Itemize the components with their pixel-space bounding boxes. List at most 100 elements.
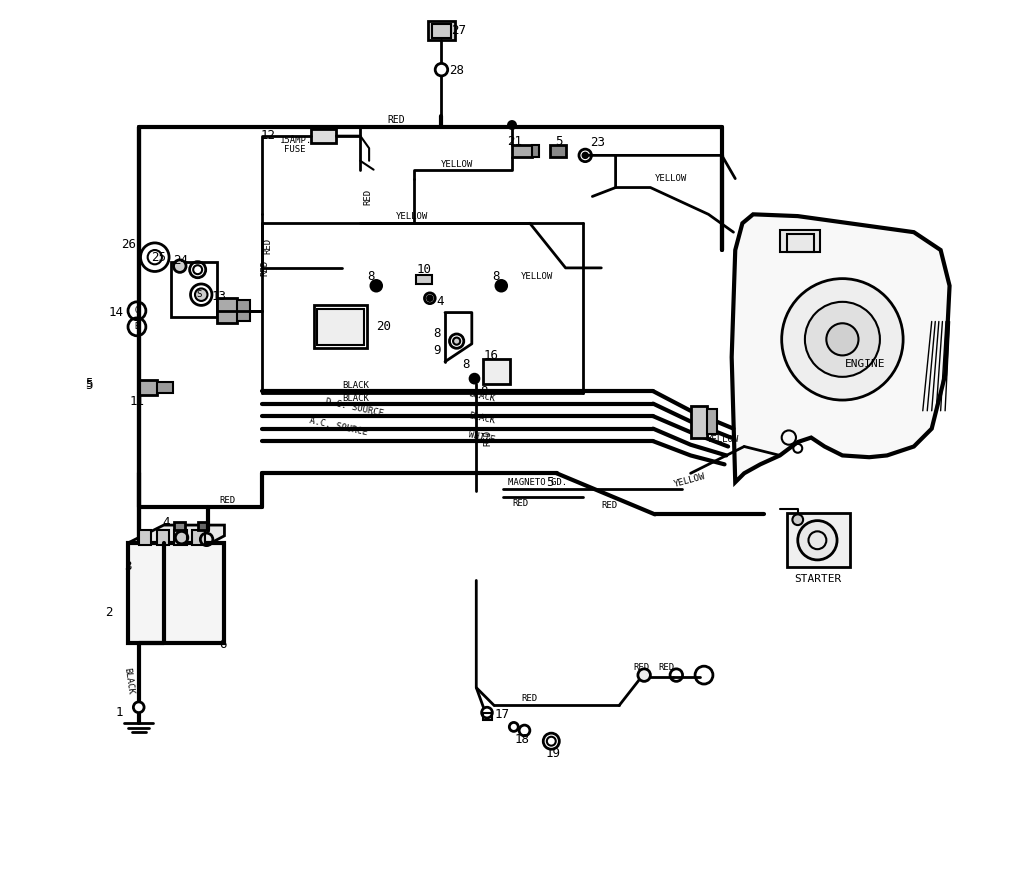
Text: 19: 19 xyxy=(546,747,561,760)
Text: 28: 28 xyxy=(450,64,465,77)
Text: RED: RED xyxy=(521,694,537,703)
Bar xyxy=(157,530,169,545)
Text: 13: 13 xyxy=(212,290,227,303)
Text: 18: 18 xyxy=(515,733,529,746)
Text: 25: 25 xyxy=(152,251,166,263)
Text: YELLOW: YELLOW xyxy=(521,272,553,281)
Text: YELLOW: YELLOW xyxy=(707,435,739,444)
Circle shape xyxy=(470,374,479,383)
Circle shape xyxy=(638,669,650,681)
Text: 5: 5 xyxy=(85,378,92,390)
Text: 17: 17 xyxy=(495,708,509,721)
Text: D.C. SOURCE: D.C. SOURCE xyxy=(325,397,384,419)
Text: YELLOW: YELLOW xyxy=(655,174,687,183)
Bar xyxy=(512,145,531,157)
Text: RED: RED xyxy=(387,114,404,125)
Circle shape xyxy=(371,280,382,291)
Bar xyxy=(217,298,237,323)
Bar xyxy=(157,382,173,393)
Text: 6: 6 xyxy=(219,638,226,651)
Text: 8: 8 xyxy=(433,328,441,340)
Text: 9: 9 xyxy=(433,344,441,356)
Text: RED: RED xyxy=(512,499,528,508)
Text: 14: 14 xyxy=(109,306,123,319)
Circle shape xyxy=(496,280,507,291)
Text: ENGINE: ENGINE xyxy=(845,359,885,370)
Text: 5: 5 xyxy=(85,380,92,392)
Bar xyxy=(483,713,493,720)
Bar xyxy=(174,522,185,530)
Bar xyxy=(707,409,718,434)
Bar xyxy=(311,129,336,143)
Circle shape xyxy=(173,260,186,272)
Text: YELLOW: YELLOW xyxy=(396,213,428,221)
Text: 15AMP.: 15AMP. xyxy=(280,136,312,145)
Circle shape xyxy=(195,288,208,301)
Bar xyxy=(313,305,368,348)
Circle shape xyxy=(133,702,144,713)
Text: A.C. SOURCE: A.C. SOURCE xyxy=(308,416,368,438)
Circle shape xyxy=(793,514,803,525)
Text: 8: 8 xyxy=(480,385,487,397)
Text: 11: 11 xyxy=(130,396,144,408)
Text: RED: RED xyxy=(601,501,617,510)
Text: YELLOW: YELLOW xyxy=(673,472,707,489)
Text: 21: 21 xyxy=(507,135,521,147)
Bar xyxy=(531,145,539,157)
Bar xyxy=(174,530,187,545)
Text: S: S xyxy=(197,290,202,299)
Text: 16: 16 xyxy=(483,349,499,362)
Text: 4: 4 xyxy=(162,516,169,529)
Text: RED: RED xyxy=(658,663,675,672)
Bar xyxy=(787,513,850,567)
Text: 26: 26 xyxy=(121,238,136,251)
Text: 8: 8 xyxy=(462,358,469,371)
Bar xyxy=(193,530,205,545)
Text: BLACK: BLACK xyxy=(123,666,135,695)
Text: 20: 20 xyxy=(376,321,391,333)
Text: 2: 2 xyxy=(104,606,113,619)
Bar xyxy=(690,406,707,438)
Text: 4: 4 xyxy=(436,296,443,308)
Circle shape xyxy=(583,153,588,158)
Text: WHITE: WHITE xyxy=(467,430,496,445)
Text: 8: 8 xyxy=(493,271,500,283)
Text: RED: RED xyxy=(260,260,269,276)
Bar xyxy=(317,309,364,345)
Circle shape xyxy=(453,338,460,345)
Text: FUSE: FUSE xyxy=(285,145,306,154)
Text: RED: RED xyxy=(219,496,236,505)
Text: B: B xyxy=(134,322,139,331)
Text: 24: 24 xyxy=(173,255,187,267)
Text: BLACK: BLACK xyxy=(467,411,496,425)
Circle shape xyxy=(798,521,837,560)
Circle shape xyxy=(509,121,515,129)
Bar xyxy=(787,234,814,252)
Bar xyxy=(138,530,152,545)
Polygon shape xyxy=(732,214,949,482)
Text: 12: 12 xyxy=(260,129,275,142)
Bar xyxy=(237,300,250,321)
Bar xyxy=(550,145,565,157)
Circle shape xyxy=(435,63,447,76)
Text: G: G xyxy=(134,306,139,315)
Bar xyxy=(198,522,208,530)
Text: 5: 5 xyxy=(555,135,562,147)
Bar xyxy=(432,24,452,38)
Text: RED: RED xyxy=(483,430,493,446)
Text: BLACK: BLACK xyxy=(467,389,496,404)
Text: RED: RED xyxy=(634,663,649,672)
Text: BLACK: BLACK xyxy=(342,381,370,390)
Text: RED: RED xyxy=(264,238,272,254)
Circle shape xyxy=(826,323,858,355)
Bar xyxy=(483,359,510,384)
Bar xyxy=(128,543,224,643)
Polygon shape xyxy=(128,525,224,554)
Text: STARTER: STARTER xyxy=(794,573,841,584)
Text: 8: 8 xyxy=(368,271,375,283)
Bar xyxy=(780,230,820,252)
Bar xyxy=(138,380,157,395)
Bar xyxy=(171,262,217,317)
Circle shape xyxy=(805,302,880,377)
Bar xyxy=(428,21,455,40)
